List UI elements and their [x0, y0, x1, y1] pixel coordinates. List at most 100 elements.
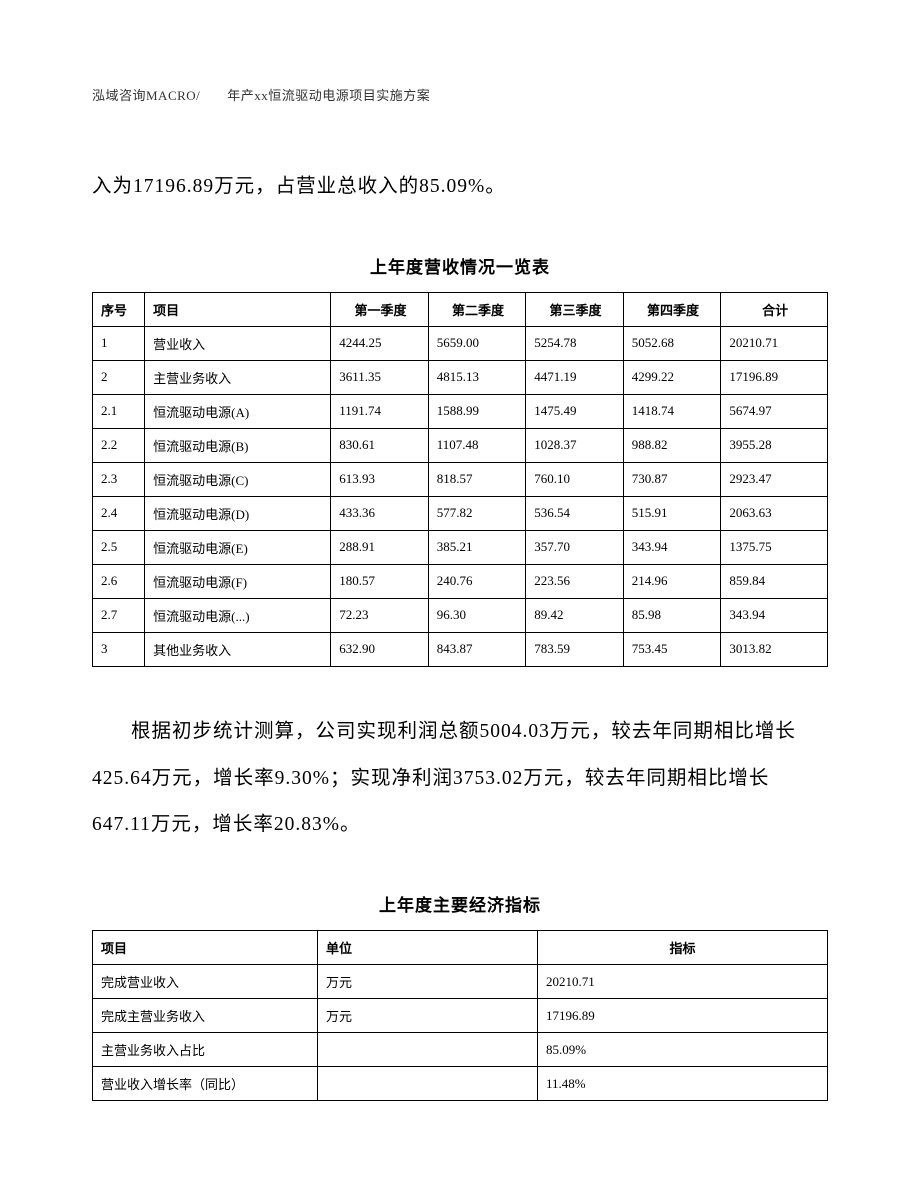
middle-paragraph: 根据初步统计测算，公司实现利润总额5004.03万元，较去年同期相比增长425.…: [92, 709, 828, 849]
table-cell: 3: [93, 632, 145, 666]
table-cell: 营业收入增长率（同比）: [93, 1067, 318, 1101]
table-cell: 1475.49: [526, 394, 624, 428]
table-cell: 3955.28: [721, 428, 828, 462]
table-cell: 288.91: [331, 530, 429, 564]
table-cell: 1191.74: [331, 394, 429, 428]
table-row: 2.5恒流驱动电源(E)288.91385.21357.70343.941375…: [93, 530, 828, 564]
col-header: 合计: [721, 292, 828, 326]
page-header: 泓域咨询MACRO/ 年产xx恒流驱动电源项目实施方案: [92, 85, 828, 104]
table-cell: 主营业务收入占比: [93, 1033, 318, 1067]
table-cell: [318, 1033, 538, 1067]
table-row: 2.4恒流驱动电源(D)433.36577.82536.54515.912063…: [93, 496, 828, 530]
table-cell: 4244.25: [331, 326, 429, 360]
col-header: 第三季度: [526, 292, 624, 326]
table-cell: 515.91: [623, 496, 721, 530]
table-cell: 4471.19: [526, 360, 624, 394]
table-row: 2.2恒流驱动电源(B)830.611107.481028.37988.8239…: [93, 428, 828, 462]
revenue-table: 序号 项目 第一季度 第二季度 第三季度 第四季度 合计 1营业收入4244.2…: [92, 292, 828, 667]
table-row: 主营业务收入占比85.09%: [93, 1033, 828, 1067]
table-cell: 223.56: [526, 564, 624, 598]
table-cell: 20210.71: [721, 326, 828, 360]
table-cell: 2.2: [93, 428, 145, 462]
table-cell: 859.84: [721, 564, 828, 598]
table-row: 2.3恒流驱动电源(C)613.93818.57760.10730.872923…: [93, 462, 828, 496]
table-cell: 完成营业收入: [93, 965, 318, 999]
table-header-row: 项目 单位 指标: [93, 931, 828, 965]
table-cell: 其他业务收入: [145, 632, 331, 666]
table-cell: 843.87: [428, 632, 526, 666]
table-cell: 1: [93, 326, 145, 360]
table-cell: 恒流驱动电源(C): [145, 462, 331, 496]
table-cell: 433.36: [331, 496, 429, 530]
table-row: 2.1恒流驱动电源(A)1191.741588.991475.491418.74…: [93, 394, 828, 428]
table-cell: 385.21: [428, 530, 526, 564]
table-cell: 2.3: [93, 462, 145, 496]
table-row: 完成主营业务收入万元17196.89: [93, 999, 828, 1033]
table-cell: 2923.47: [721, 462, 828, 496]
table-cell: 2.4: [93, 496, 145, 530]
indicators-tbody: 完成营业收入万元20210.71完成主营业务收入万元17196.89主营业务收入…: [93, 965, 828, 1101]
table-cell: 536.54: [526, 496, 624, 530]
table-row: 完成营业收入万元20210.71: [93, 965, 828, 999]
table-cell: 营业收入: [145, 326, 331, 360]
table-cell: 恒流驱动电源(F): [145, 564, 331, 598]
col-header: 第四季度: [623, 292, 721, 326]
table-cell: 96.30: [428, 598, 526, 632]
table-cell: 1375.75: [721, 530, 828, 564]
table-cell: 5674.97: [721, 394, 828, 428]
table-cell: 2.5: [93, 530, 145, 564]
table-row: 1营业收入4244.255659.005254.785052.6820210.7…: [93, 326, 828, 360]
table-cell: 20210.71: [538, 965, 828, 999]
table-cell: 818.57: [428, 462, 526, 496]
indicators-table-title: 上年度主要经济指标: [92, 891, 828, 916]
table-cell: 2.6: [93, 564, 145, 598]
table-cell: 1418.74: [623, 394, 721, 428]
table-cell: 5254.78: [526, 326, 624, 360]
table-cell: 恒流驱动电源(...): [145, 598, 331, 632]
table-cell: 240.76: [428, 564, 526, 598]
table-row: 2主营业务收入3611.354815.134471.194299.2217196…: [93, 360, 828, 394]
table-cell: 4299.22: [623, 360, 721, 394]
table-cell: 830.61: [331, 428, 429, 462]
table-cell: 2.1: [93, 394, 145, 428]
table-cell: 613.93: [331, 462, 429, 496]
table-cell: 783.59: [526, 632, 624, 666]
table-row: 2.6恒流驱动电源(F)180.57240.76223.56214.96859.…: [93, 564, 828, 598]
col-header: 第一季度: [331, 292, 429, 326]
revenue-table-title: 上年度营收情况一览表: [92, 253, 828, 278]
table-cell: 1588.99: [428, 394, 526, 428]
table-cell: 72.23: [331, 598, 429, 632]
table-row: 营业收入增长率（同比） 11.48%: [93, 1067, 828, 1101]
table-cell: 343.94: [623, 530, 721, 564]
table-cell: 3611.35: [331, 360, 429, 394]
table-cell: 恒流驱动电源(A): [145, 394, 331, 428]
indicators-table: 项目 单位 指标 完成营业收入万元20210.71完成主营业务收入万元17196…: [92, 930, 828, 1101]
table-cell: 577.82: [428, 496, 526, 530]
table-cell: 5659.00: [428, 326, 526, 360]
table-cell: 主营业务收入: [145, 360, 331, 394]
table-cell: 988.82: [623, 428, 721, 462]
table-cell: 180.57: [331, 564, 429, 598]
table-cell: 632.90: [331, 632, 429, 666]
table-cell: 753.45: [623, 632, 721, 666]
intro-text: 入为17196.89万元，占营业总收入的85.09%。: [92, 164, 828, 211]
table-cell: 3013.82: [721, 632, 828, 666]
table-cell: 343.94: [721, 598, 828, 632]
table-cell: 恒流驱动电源(E): [145, 530, 331, 564]
table-cell: 1107.48: [428, 428, 526, 462]
col-header: 指标: [538, 931, 828, 965]
table-cell: 恒流驱动电源(D): [145, 496, 331, 530]
table-cell: 760.10: [526, 462, 624, 496]
table-cell: 2063.63: [721, 496, 828, 530]
col-header: 项目: [93, 931, 318, 965]
table-cell: 17196.89: [538, 999, 828, 1033]
table-cell: 2: [93, 360, 145, 394]
table-cell: [318, 1067, 538, 1101]
table-cell: 完成主营业务收入: [93, 999, 318, 1033]
table-cell: 17196.89: [721, 360, 828, 394]
table-cell: 214.96: [623, 564, 721, 598]
table-cell: 4815.13: [428, 360, 526, 394]
table-cell: 11.48%: [538, 1067, 828, 1101]
col-header: 序号: [93, 292, 145, 326]
col-header: 单位: [318, 931, 538, 965]
